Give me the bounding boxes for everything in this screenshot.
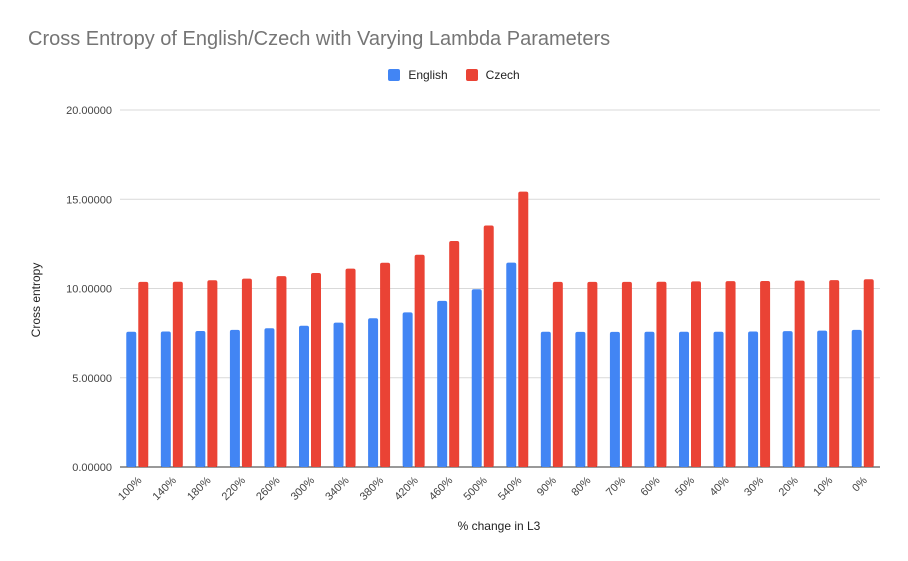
x-tick-label: 260% [254,474,283,503]
y-tick-label: 20.00000 [66,105,112,117]
y-tick-label: 10.00000 [66,284,112,296]
bar-czech [311,272,321,467]
x-tick-label: 40% [708,474,732,498]
bar-czech [587,281,598,467]
bar-english [437,300,448,467]
legend-item-english: English [388,68,448,82]
x-axis-ticks: 100% 140% 180% 220% 260% 300% 340% 380% 420% 460%… [116,474,870,503]
bar-english [575,331,586,467]
bar-english [506,262,517,467]
bar-english [471,289,482,467]
x-tick-label: 540% [496,474,525,503]
y-tick-label: 5.00000 [72,373,112,385]
bar-english [126,331,137,467]
bar-english [333,322,344,467]
bar-czech [414,254,425,467]
bar-english [851,329,862,467]
bar-english [540,331,551,467]
bar-english [609,331,620,467]
bar-czech [794,280,805,467]
bar-czech [449,241,460,467]
legend: English Czech [0,68,908,82]
bar-czech [552,281,563,467]
x-tick-label: 90% [535,474,559,498]
bar-czech [863,279,874,467]
bar-english [782,331,793,467]
x-tick-label: 100% [116,474,145,503]
bar-czech [138,281,149,467]
bar-czech [380,262,391,467]
bars [126,191,874,467]
bar-english [195,330,206,467]
bar-czech [241,278,252,467]
x-tick-label: 220% [220,474,249,503]
bar-english [299,325,309,467]
legend-item-czech: Czech [465,68,520,82]
bar-czech [483,225,494,467]
bar-czech [760,281,771,467]
x-tick-label: 460% [427,474,456,503]
bar-czech [621,281,632,467]
bar-czech [829,280,840,467]
x-tick-label: 500% [461,474,490,503]
x-tick-label: 180% [185,474,214,503]
y-axis-ticks: 0.00000 5.00000 10.00000 15.00000 20.00000 [66,105,112,474]
x-tick-label: 380% [358,474,387,503]
legend-swatch-czech [465,69,478,81]
bar-english [817,330,828,467]
bar-english [229,329,240,467]
bar-english [264,328,275,467]
x-tick-label: 30% [742,474,766,498]
x-tick-label: 80% [569,474,593,498]
x-tick-label: 70% [604,474,628,498]
bar-english [160,331,171,467]
x-tick-label: 60% [639,474,663,498]
bar-czech [518,191,529,467]
bar-czech [345,268,356,467]
legend-swatch-english [388,69,401,81]
x-tick-label: 0% [850,474,870,494]
x-tick-label: 140% [151,474,180,503]
legend-label-english: English [408,68,448,82]
y-tick-label: 15.00000 [66,194,112,206]
bar-czech [276,276,287,467]
bar-english [713,331,724,467]
y-axis-title: Cross entropy [29,263,43,338]
bar-czech [725,281,736,467]
bar-english [402,312,413,467]
x-tick-label: 340% [323,474,352,503]
bar-czech [656,281,667,467]
chart-title: Cross Entropy of English/Czech with Vary… [28,28,611,50]
bar-czech [207,280,218,467]
bar-english [644,331,655,467]
x-tick-label: 50% [673,474,697,498]
x-tick-label: 300% [289,474,318,503]
x-axis-title: % change in L3 [458,519,541,533]
x-tick-label: 420% [392,474,421,503]
x-tick-label: 20% [777,474,801,498]
bar-english [368,318,379,467]
y-tick-label: 0.00000 [72,462,112,474]
bar-czech [691,281,701,467]
bar-czech [172,281,183,467]
x-tick-label: 10% [811,474,835,498]
bar-english [679,331,689,467]
bar-english [748,331,759,467]
legend-label-czech: Czech [485,68,520,82]
